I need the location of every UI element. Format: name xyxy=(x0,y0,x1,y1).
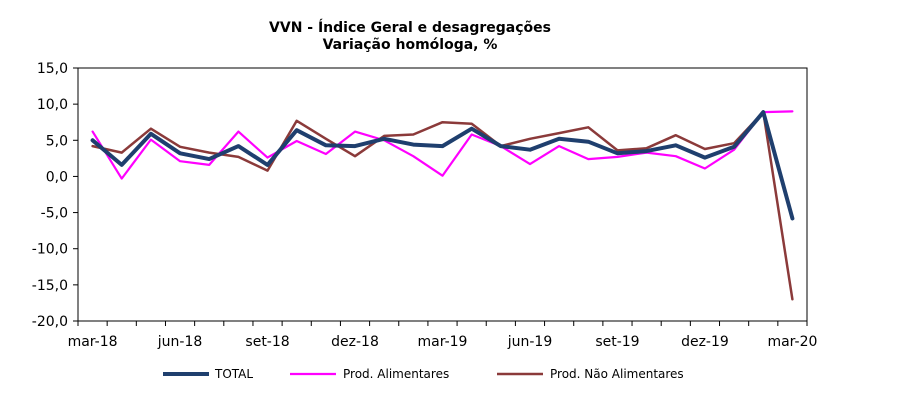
chart-title-block: VVN - Índice Geral e desagregações Varia… xyxy=(0,20,820,54)
x-tick-label: mar-20 xyxy=(767,334,817,350)
x-tick-label: set-18 xyxy=(245,334,289,350)
y-tick-label: 15,0 xyxy=(37,61,68,77)
y-tick-label: 0,0 xyxy=(46,169,68,185)
y-tick-label: -20,0 xyxy=(32,314,68,330)
x-tick-label: mar-18 xyxy=(68,334,118,350)
x-tick-label: dez-19 xyxy=(681,334,729,350)
x-axis: mar-18 jun-18 set-18 dez-18 mar-19 jun-19 set-… xyxy=(68,321,817,350)
chart-title: VVN - Índice Geral e desagregações xyxy=(269,20,551,36)
legend-label: TOTAL xyxy=(214,367,253,381)
y-tick-label: -15,0 xyxy=(32,278,68,294)
y-tick-label: 5,0 xyxy=(46,133,68,149)
series-line-prod-alimentares xyxy=(91,110,794,180)
y-tick-label: -5,0 xyxy=(41,206,68,222)
legend-label: Prod. Não Alimentares xyxy=(550,367,684,381)
x-tick-label: dez-18 xyxy=(331,334,379,350)
x-tick-label: jun-18 xyxy=(157,334,203,350)
series-lines xyxy=(90,110,795,301)
plot-area-frame xyxy=(77,67,808,322)
y-tick-label: 10,0 xyxy=(37,97,68,113)
x-tick-label: mar-19 xyxy=(418,334,468,350)
series-line-prod-nao-alimentares xyxy=(91,110,794,301)
chart-subtitle: Variação homóloga, % xyxy=(322,37,498,53)
x-tick-label: jun-19 xyxy=(507,334,553,350)
series-line-total xyxy=(90,110,795,221)
y-axis: 15,0 10,0 5,0 0,0 -5,0 -10,0 -15,0 -20,0 xyxy=(32,61,78,330)
legend-label: Prod. Alimentares xyxy=(343,367,449,381)
legend: TOTAL Prod. Alimentares Prod. Não Alimenta… xyxy=(163,367,684,381)
x-tick-label: set-19 xyxy=(595,334,639,350)
y-tick-label: -10,0 xyxy=(32,242,68,258)
